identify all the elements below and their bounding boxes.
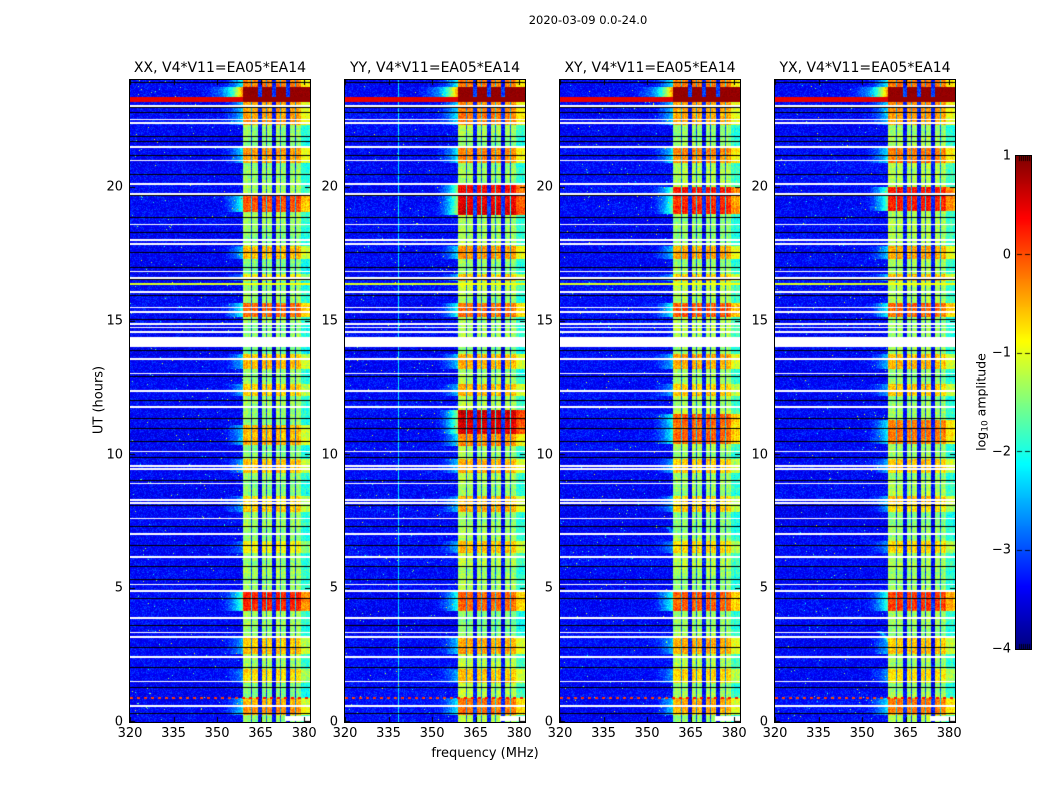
x-tick-label: 350 bbox=[849, 726, 875, 741]
colorbar-tick-label: 0 bbox=[1002, 247, 1011, 263]
y-tick-label: 0 bbox=[114, 714, 123, 730]
spectrogram-xy-canvas bbox=[559, 79, 741, 723]
colorbar-tick-label: −1 bbox=[991, 345, 1011, 361]
colorbar-label: log10 amplitude bbox=[973, 353, 991, 451]
x-tick-label: 365 bbox=[463, 726, 489, 741]
x-tick-label: 335 bbox=[806, 726, 831, 741]
y-tick-label: 10 bbox=[751, 447, 768, 462]
x-tick-label: 335 bbox=[376, 726, 401, 741]
y-axis-label: UT (hours) bbox=[91, 365, 107, 435]
y-tick-label: 0 bbox=[759, 714, 768, 730]
panel-title-xx: XX, V4*V11=EA05*EA14 bbox=[133, 60, 307, 76]
x-tick-label: 320 bbox=[762, 726, 788, 741]
y-tick-label: 20 bbox=[751, 179, 768, 195]
x-tick-label: 335 bbox=[591, 726, 616, 741]
y-tick-label: 15 bbox=[536, 313, 553, 329]
colorbar-tick-label: −3 bbox=[991, 542, 1011, 558]
y-tick-label: 15 bbox=[751, 313, 768, 329]
y-tick-label: 15 bbox=[106, 313, 123, 329]
y-tick-label: 10 bbox=[536, 447, 553, 462]
x-tick-label: 335 bbox=[161, 726, 186, 741]
x-tick-label: 365 bbox=[248, 726, 274, 741]
x-tick-label: 380 bbox=[506, 726, 532, 741]
y-tick-label: 5 bbox=[759, 580, 768, 596]
x-tick-label: 380 bbox=[291, 726, 317, 741]
y-tick-label: 20 bbox=[106, 179, 123, 195]
figure-title: 2020-03-09 0.0-24.0 bbox=[528, 13, 648, 27]
y-tick-label: 5 bbox=[329, 580, 338, 596]
x-tick-label: 365 bbox=[678, 726, 704, 741]
y-tick-label: 20 bbox=[536, 179, 553, 195]
spectrogram-yx-canvas bbox=[774, 79, 956, 723]
spectrogram-xx-canvas bbox=[129, 79, 311, 723]
colorbar-tick-label: −4 bbox=[991, 641, 1011, 657]
colorbar-tick-label: 1 bbox=[1002, 148, 1011, 164]
y-tick-label: 15 bbox=[321, 313, 338, 329]
colorbar bbox=[1015, 155, 1032, 650]
panel-title-yy: YY, V4*V11=EA05*EA14 bbox=[349, 60, 521, 76]
x-tick-label: 350 bbox=[204, 726, 230, 741]
x-axis-label: frequency (MHz) bbox=[431, 746, 539, 761]
x-tick-label: 350 bbox=[634, 726, 660, 741]
y-tick-label: 10 bbox=[321, 447, 338, 462]
y-tick-label: 0 bbox=[544, 714, 553, 730]
panel-title-yx: YX, V4*V11=EA05*EA14 bbox=[779, 60, 951, 76]
y-tick-label: 20 bbox=[321, 179, 338, 195]
colorbar-tick-label: −2 bbox=[991, 444, 1011, 460]
y-tick-label: 0 bbox=[329, 714, 338, 730]
x-tick-label: 365 bbox=[893, 726, 919, 741]
x-tick-label: 380 bbox=[721, 726, 747, 741]
x-tick-label: 350 bbox=[419, 726, 445, 741]
spectrogram-yy-canvas bbox=[344, 79, 526, 723]
x-tick-label: 320 bbox=[547, 726, 573, 741]
y-tick-label: 5 bbox=[544, 580, 553, 596]
panel-title-xy: XY, V4*V11=EA05*EA14 bbox=[564, 60, 736, 76]
x-tick-label: 380 bbox=[936, 726, 962, 741]
y-tick-label: 5 bbox=[114, 580, 123, 596]
x-tick-label: 320 bbox=[117, 726, 143, 741]
y-tick-label: 10 bbox=[106, 447, 123, 462]
x-tick-label: 320 bbox=[332, 726, 358, 741]
